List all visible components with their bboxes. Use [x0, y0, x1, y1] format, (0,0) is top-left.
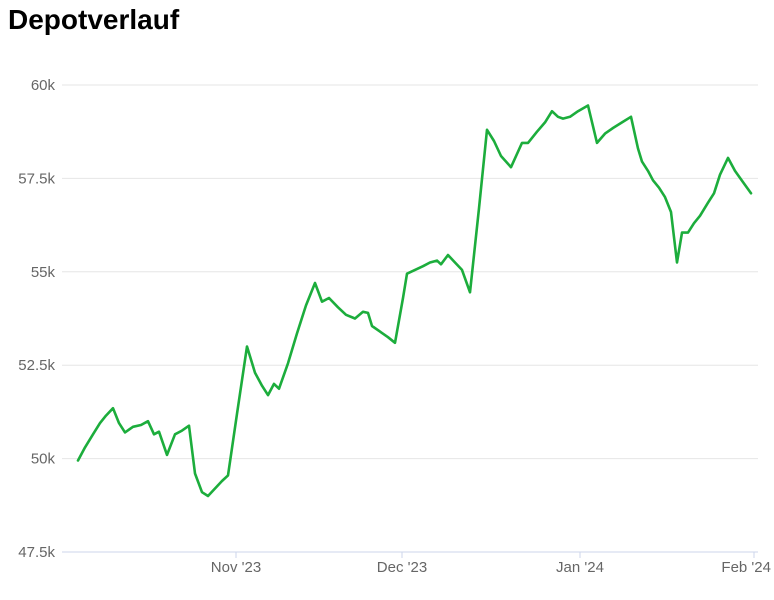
y-tick-label: 60k [31, 77, 56, 94]
x-tick-label: Feb '24 [721, 559, 771, 576]
depot-value-line [76, 104, 753, 498]
y-tick-label: 47.5k [18, 544, 55, 561]
x-tick-label: Jan '24 [556, 559, 604, 576]
y-tick-label: 52.5k [18, 357, 55, 374]
y-tick-label: 50k [31, 451, 56, 468]
y-tick-label: 57.5k [18, 170, 55, 187]
x-tick-label: Dec '23 [377, 559, 427, 576]
y-tick-label: 55k [31, 264, 56, 281]
x-tick-label: Nov '23 [211, 559, 261, 576]
chart-title: Depotverlauf [8, 4, 180, 35]
